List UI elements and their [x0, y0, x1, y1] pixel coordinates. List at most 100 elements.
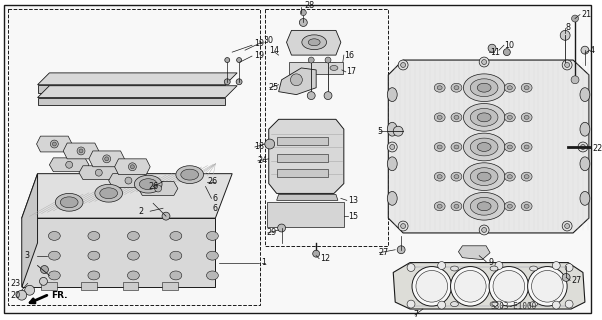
Ellipse shape [450, 302, 459, 307]
Circle shape [278, 224, 285, 232]
Circle shape [398, 60, 408, 70]
Ellipse shape [530, 302, 538, 307]
Bar [267, 202, 344, 227]
Ellipse shape [451, 172, 462, 181]
Bar [42, 282, 57, 290]
Ellipse shape [507, 86, 512, 90]
Ellipse shape [470, 168, 498, 186]
Ellipse shape [434, 113, 445, 122]
Bar [277, 169, 328, 177]
Ellipse shape [454, 116, 459, 119]
Bar [162, 282, 178, 290]
Ellipse shape [437, 175, 442, 179]
Ellipse shape [326, 63, 342, 73]
Ellipse shape [434, 172, 445, 181]
Circle shape [578, 142, 588, 152]
Text: 22: 22 [593, 144, 602, 154]
Polygon shape [79, 166, 119, 180]
Circle shape [131, 165, 134, 169]
Text: 20: 20 [10, 291, 20, 300]
Ellipse shape [580, 122, 590, 136]
Ellipse shape [521, 202, 532, 211]
Text: 23: 23 [10, 279, 20, 288]
Circle shape [565, 62, 569, 68]
Circle shape [407, 300, 415, 308]
Circle shape [450, 267, 490, 306]
Text: 30: 30 [264, 36, 274, 45]
Ellipse shape [524, 86, 529, 90]
Circle shape [312, 250, 320, 257]
Circle shape [565, 300, 573, 308]
Ellipse shape [464, 103, 505, 131]
Ellipse shape [507, 145, 512, 149]
Circle shape [125, 177, 132, 184]
Circle shape [581, 46, 589, 54]
Ellipse shape [464, 74, 505, 101]
Circle shape [560, 30, 570, 40]
Ellipse shape [88, 271, 100, 280]
Ellipse shape [387, 191, 397, 205]
Ellipse shape [451, 142, 462, 151]
Ellipse shape [464, 163, 505, 190]
Circle shape [532, 270, 563, 302]
Text: 11: 11 [490, 48, 500, 57]
Polygon shape [277, 195, 338, 200]
Ellipse shape [330, 66, 338, 70]
Ellipse shape [477, 142, 491, 151]
Ellipse shape [60, 197, 78, 208]
Circle shape [412, 267, 452, 306]
Circle shape [17, 290, 26, 300]
Ellipse shape [100, 188, 117, 199]
Polygon shape [37, 86, 237, 98]
Circle shape [387, 142, 397, 152]
Ellipse shape [48, 251, 60, 260]
Ellipse shape [521, 172, 532, 181]
Ellipse shape [507, 175, 512, 179]
Circle shape [265, 139, 275, 149]
Circle shape [79, 149, 83, 153]
Text: 28: 28 [305, 1, 314, 10]
Text: 6: 6 [213, 204, 217, 213]
Circle shape [162, 212, 170, 220]
Circle shape [416, 270, 447, 302]
Circle shape [552, 301, 560, 309]
Text: FR.: FR. [51, 291, 68, 300]
Polygon shape [287, 30, 341, 55]
Circle shape [565, 264, 573, 271]
Text: 27: 27 [571, 276, 582, 285]
Ellipse shape [530, 266, 538, 271]
Circle shape [25, 285, 34, 295]
Ellipse shape [55, 193, 83, 211]
Circle shape [307, 92, 315, 100]
Text: 26: 26 [208, 177, 217, 186]
Ellipse shape [504, 142, 515, 151]
Bar [288, 62, 343, 74]
Ellipse shape [128, 231, 139, 240]
Polygon shape [109, 174, 148, 188]
Text: 17: 17 [346, 68, 356, 76]
Text: 14: 14 [268, 46, 279, 55]
Circle shape [562, 274, 570, 281]
Ellipse shape [504, 83, 515, 92]
Text: 1: 1 [261, 258, 266, 267]
Bar [265, 9, 388, 246]
Circle shape [527, 267, 567, 306]
Ellipse shape [128, 251, 139, 260]
Ellipse shape [451, 113, 462, 122]
Circle shape [479, 57, 489, 67]
Circle shape [438, 262, 445, 269]
Bar [277, 154, 328, 162]
Circle shape [393, 126, 403, 136]
Ellipse shape [48, 271, 60, 280]
Ellipse shape [434, 202, 445, 211]
Ellipse shape [437, 86, 442, 90]
Ellipse shape [454, 145, 459, 149]
Ellipse shape [504, 202, 515, 211]
Ellipse shape [521, 142, 532, 151]
Ellipse shape [521, 83, 532, 92]
Text: 26: 26 [148, 182, 158, 191]
Text: 3: 3 [25, 251, 29, 260]
Text: 2: 2 [138, 207, 143, 216]
Circle shape [308, 57, 314, 63]
Polygon shape [22, 218, 216, 287]
